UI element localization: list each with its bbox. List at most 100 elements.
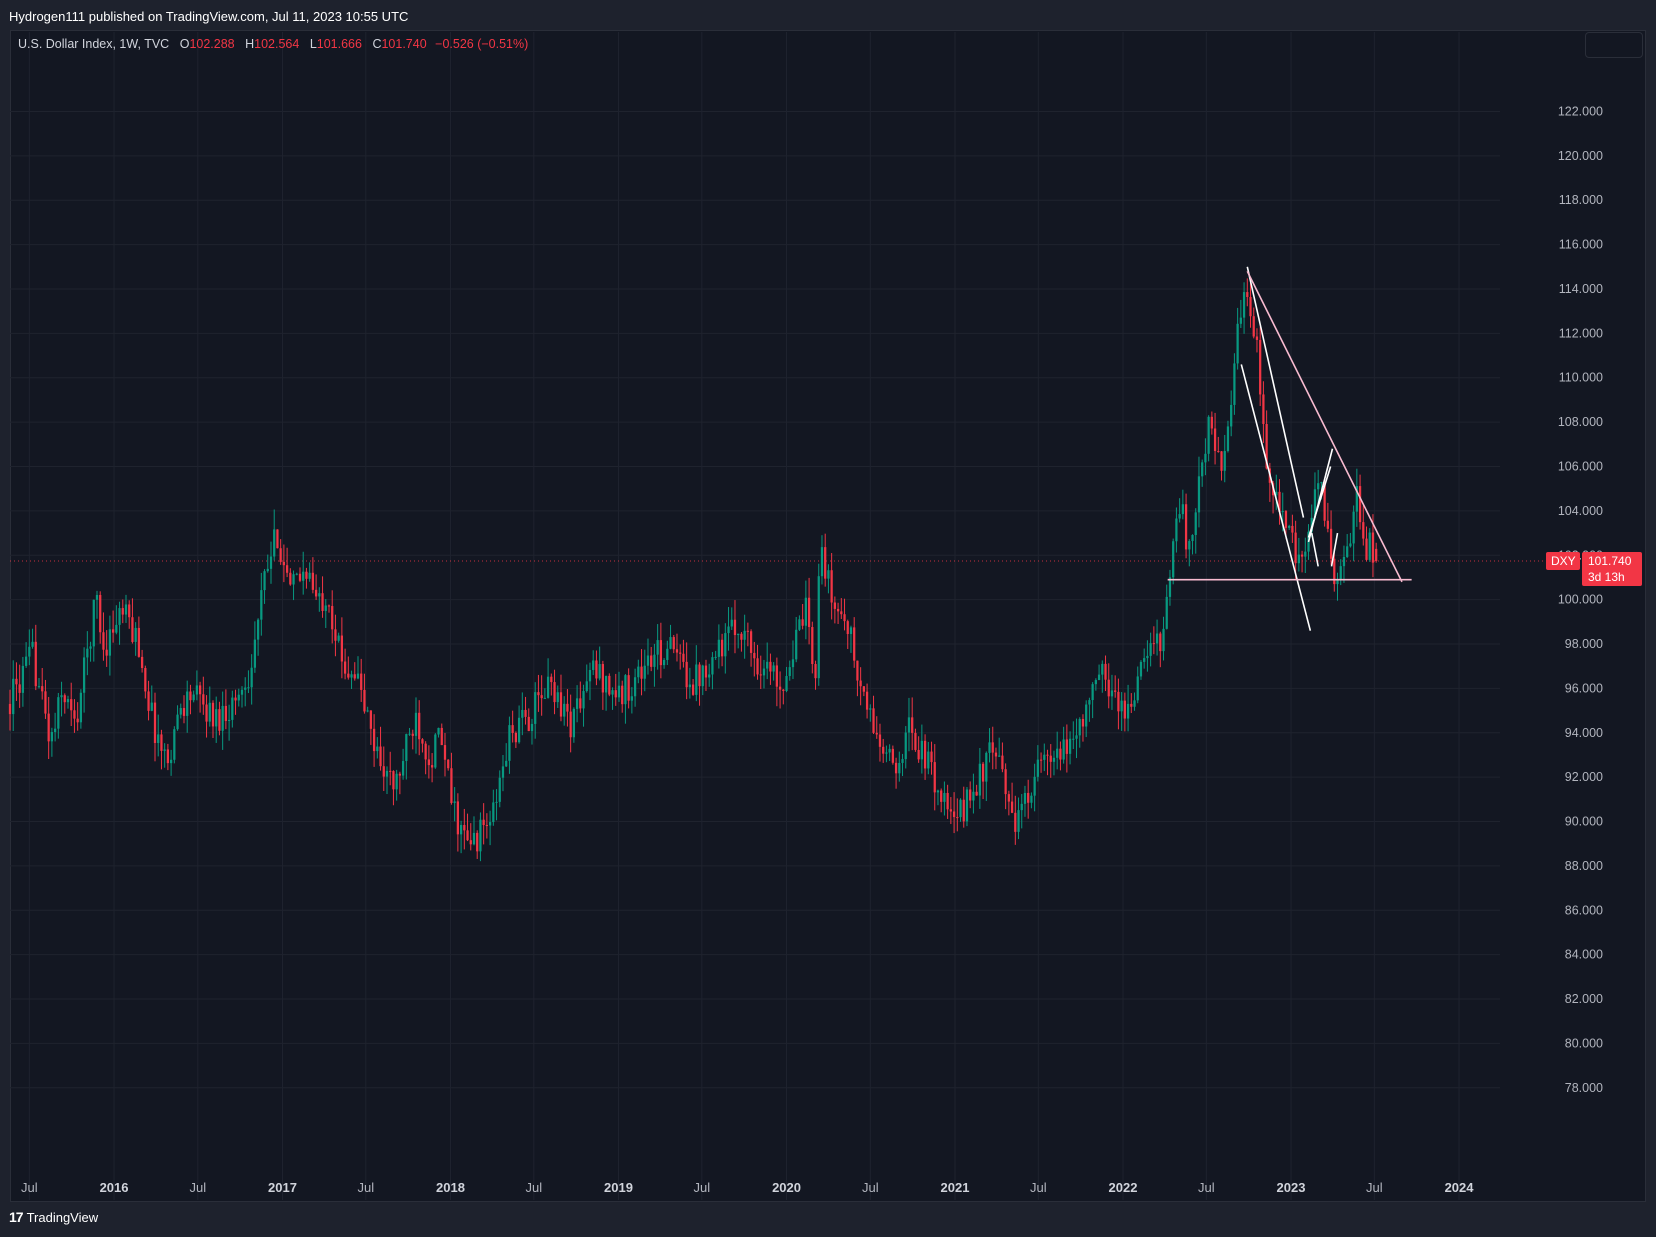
candle-body [1139,661,1143,677]
candle-body [1317,483,1320,490]
candle-body [76,718,79,723]
candle-body [366,710,369,712]
candle-body [385,770,389,777]
candle-body [144,668,147,692]
candle-body [105,649,108,656]
candle-body [917,749,920,760]
candle-body [1104,663,1107,680]
candle-body [1329,528,1333,559]
x-tick-label: 2023 [1277,1180,1306,1195]
symbol-legend: U.S. Dollar Index, 1W, TVC O102.288 H102… [18,37,528,51]
candle-body [282,561,286,566]
candle-body [360,673,363,690]
y-tick-label: 110.000 [1559,371,1603,385]
candle-body [933,762,936,793]
candle-body [166,749,170,764]
candle-body [624,675,627,705]
x-tick-label: 2017 [268,1180,297,1195]
candle-body [163,749,166,751]
candle-body [31,641,34,647]
candle-body [24,656,28,666]
candle-body [981,763,985,782]
chart-settings-button[interactable] [1585,32,1643,58]
candle-body [1114,690,1117,692]
candle-body [79,692,83,723]
y-tick-label: 86.000 [1565,903,1603,917]
candle-body [592,660,595,670]
candle-body [727,626,730,634]
candle-body [1259,339,1262,395]
candle-body [73,710,76,719]
candle-body [195,685,199,695]
candle-body [1143,658,1146,662]
candle-body [1313,489,1317,518]
candle-body [434,734,437,768]
candle-body [569,711,572,738]
candle-body [682,653,685,662]
candle-body [118,608,121,625]
candle-body [1068,738,1072,754]
candle-body [1352,511,1355,544]
candle-body [572,708,575,738]
candle-body [1284,511,1288,528]
candle-body [147,691,150,711]
candle-body [44,691,47,714]
candle-body [208,702,211,722]
candle-body [643,665,646,679]
candle-body [1223,450,1226,471]
candle-body [898,762,901,774]
candle-body [733,619,737,636]
candle-body [111,629,115,633]
candle-body [392,771,395,790]
candle-body [363,689,366,712]
candle-body [846,621,849,634]
candle-body [588,669,592,682]
candle-body [1075,735,1078,739]
candle-body [994,752,998,757]
candle-body [701,665,704,687]
trendline [1246,266,1305,518]
candle-body [595,660,598,679]
candle-body [295,573,298,575]
candle-body [695,664,698,695]
candle-body [869,708,872,710]
y-tick-label: 112.000 [1559,326,1603,340]
price-tag-value-bg [1582,552,1642,587]
candle-body [382,766,385,777]
candle-body [318,593,321,597]
candle-body [395,773,398,790]
candle-body [836,608,840,612]
candle-body [1230,404,1233,427]
price-axis: 78.000 80.000 82.000 84.000 86.000 88.000 90.0… [1558,104,1603,1094]
candle-body [630,696,633,701]
candle-body [379,746,382,767]
candle-body [401,761,405,776]
y-tick-label: 82.000 [1565,992,1603,1006]
y-tick-label: 96.000 [1565,681,1603,695]
candle-body [1304,551,1307,557]
candle-body [1262,394,1265,424]
candle-body [740,633,743,640]
candle-body [798,619,801,630]
candle-body [463,825,466,831]
x-tick-label: Jul [21,1180,38,1195]
candle-body [943,792,946,802]
tradingview-logo-icon[interactable]: 17 [9,1209,24,1225]
candle-body [907,717,911,733]
candle-body [640,666,643,679]
trendline [1246,270,1403,583]
candle-body [176,714,179,730]
candle-body [730,619,733,627]
candle-body [824,547,827,579]
candle-body [1023,792,1027,804]
candle-body [756,658,759,675]
y-tick-label: 80.000 [1565,1036,1603,1050]
candles-layer [8,278,1378,862]
y-tick-label: 88.000 [1565,859,1603,873]
candle-body [479,819,482,852]
candle-body [859,680,862,687]
candle-body [646,655,650,666]
candle-body [411,733,414,736]
candle-body [389,770,392,772]
